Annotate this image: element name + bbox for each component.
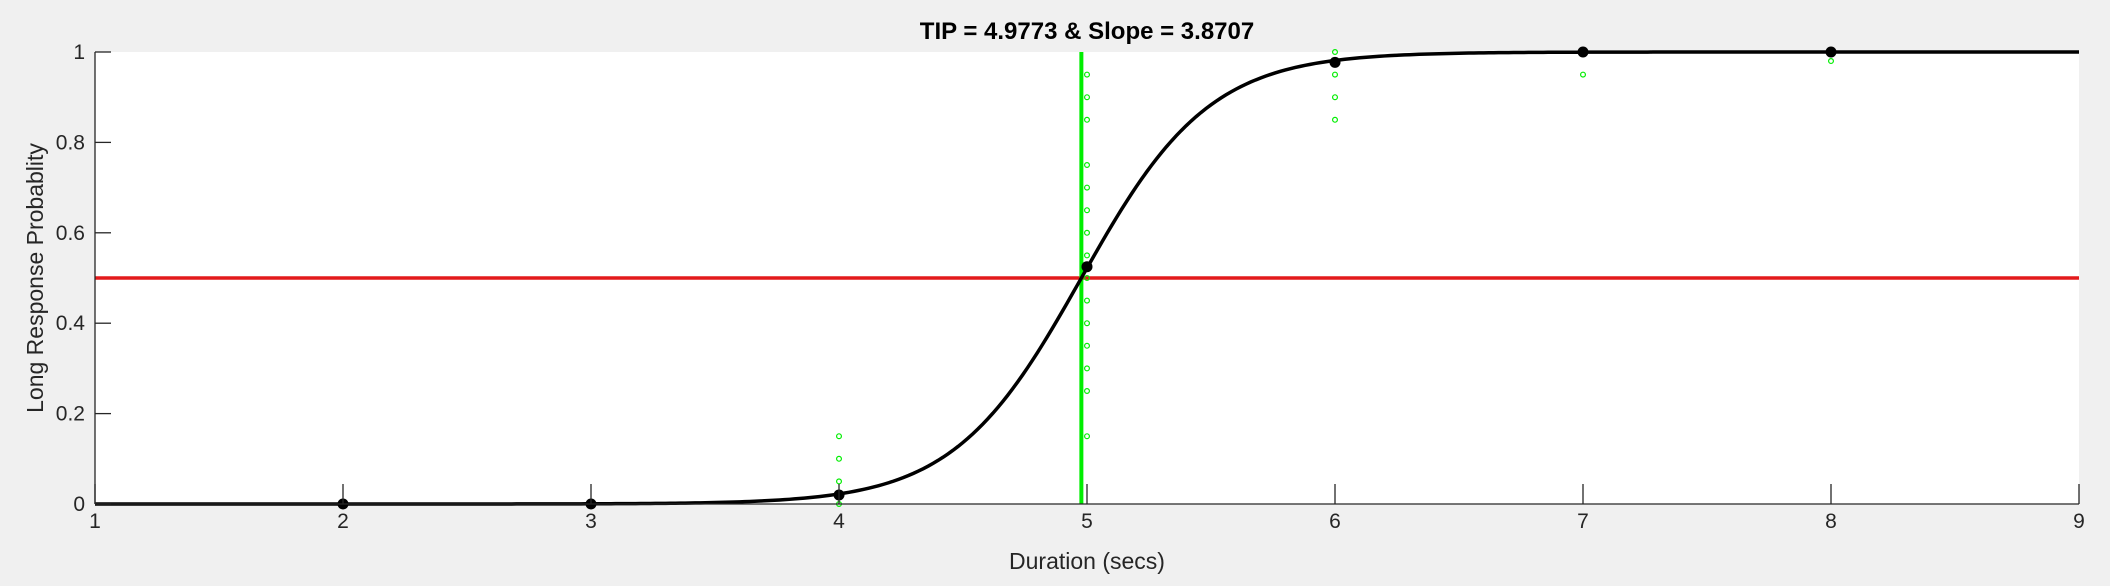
individual-point xyxy=(1827,58,1834,65)
x-tick-label: 6 xyxy=(1329,510,1341,533)
x-tick-label: 8 xyxy=(1825,510,1837,533)
y-axis-label: Long Response Probablity xyxy=(22,143,48,413)
y-tick-label: 1 xyxy=(73,41,85,64)
chart-title: TIP = 4.9773 & Slope = 3.8707 xyxy=(920,18,1254,45)
y-tick-label: 0.8 xyxy=(56,131,85,154)
mean-point xyxy=(1825,46,1837,58)
individual-point xyxy=(1083,342,1090,349)
individual-point xyxy=(1331,48,1338,55)
individual-point xyxy=(835,478,842,485)
x-axis-label: Duration (secs) xyxy=(1009,548,1165,574)
individual-point xyxy=(835,455,842,462)
y-tick-label: 0.2 xyxy=(56,403,85,426)
mean-point xyxy=(1329,56,1341,68)
individual-point xyxy=(1083,365,1090,372)
individual-point xyxy=(1083,388,1090,395)
individual-point xyxy=(1083,433,1090,440)
individual-point xyxy=(1083,94,1090,101)
x-tick-label: 3 xyxy=(585,510,597,533)
individual-point xyxy=(835,433,842,440)
x-tick-label: 5 xyxy=(1081,510,1093,533)
individual-point xyxy=(1083,184,1090,191)
individual-point xyxy=(1331,116,1338,123)
individual-point xyxy=(1083,207,1090,214)
mean-point xyxy=(1081,261,1093,273)
individual-point xyxy=(1083,297,1090,304)
x-tick-label: 1 xyxy=(89,510,101,533)
x-tick-label: 9 xyxy=(2073,510,2085,533)
individual-point xyxy=(1083,275,1090,282)
mean-point xyxy=(1577,46,1589,58)
ticks: 1 2 3 4 5 6 7 8 9 0 0.2 0.4 0.6 0.8 1 xyxy=(56,41,2085,533)
individual-point xyxy=(1083,229,1090,236)
individual-point xyxy=(1083,162,1090,169)
x-tick-label: 7 xyxy=(1577,510,1589,533)
individual-point xyxy=(1331,71,1338,78)
y-tick-label: 0.6 xyxy=(56,222,85,245)
individual-point xyxy=(1083,71,1090,78)
y-tick-label: 0.4 xyxy=(56,312,86,335)
individual-point xyxy=(1083,320,1090,327)
y-tick-label: 0 xyxy=(73,493,85,516)
individual-point xyxy=(1331,94,1338,101)
individual-point xyxy=(1083,252,1090,259)
x-tick-label: 2 xyxy=(337,510,349,533)
individual-point xyxy=(1579,71,1586,78)
individual-point xyxy=(1083,116,1090,123)
x-tick-label: 4 xyxy=(833,510,845,533)
